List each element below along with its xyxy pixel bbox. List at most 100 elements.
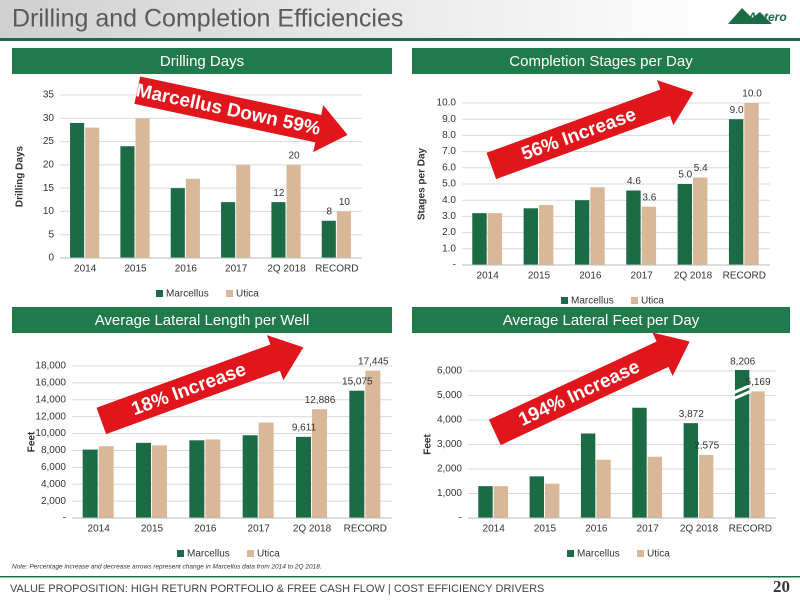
y-tick-label: 30	[43, 113, 55, 124]
legend-label: Utica	[647, 549, 670, 560]
bar	[321, 220, 336, 258]
y-tick-label: 25	[43, 136, 55, 147]
x-tick-label: 2016	[585, 524, 608, 535]
bar	[242, 435, 258, 518]
plot-area	[70, 118, 351, 258]
bar	[120, 146, 135, 258]
y-tick-label: -	[63, 513, 66, 524]
legend-label: Marcellus	[187, 549, 230, 560]
bar	[590, 187, 605, 265]
x-tick-label: 2016	[175, 264, 198, 275]
x-tick-label: 2Q 2018	[674, 271, 713, 282]
bar	[170, 188, 185, 258]
y-tick-label: 4,000	[41, 479, 66, 490]
x-tick-label: 2014	[74, 264, 97, 275]
data-label: 10.0	[742, 89, 762, 100]
data-label: 9.0	[730, 105, 744, 116]
data-label: 10	[339, 197, 351, 208]
data-label: 4.6	[627, 176, 641, 187]
legend-swatch	[177, 550, 184, 557]
x-tick-label: RECORD	[723, 271, 766, 282]
y-tick-label: 0	[48, 253, 54, 264]
data-label: 2,575	[694, 441, 719, 452]
bar	[258, 422, 274, 518]
y-tick-label: 5.0	[442, 179, 456, 190]
x-tick-label: RECORD	[729, 524, 772, 535]
legend-swatch	[561, 297, 568, 304]
bar	[185, 178, 200, 258]
legend-label: Marcellus	[571, 296, 614, 307]
data-label: 8	[327, 206, 333, 217]
bar	[641, 206, 657, 265]
y-tick-label: 35	[43, 90, 55, 101]
y-tick-label: 9.0	[442, 114, 456, 125]
bar	[365, 370, 381, 518]
y-tick-label: 16,000	[35, 378, 66, 389]
legend-swatch	[631, 297, 638, 304]
x-tick-label: 2Q 2018	[293, 524, 332, 535]
y-tick-label: 7.0	[442, 146, 456, 157]
bar	[734, 370, 750, 518]
section-heading-bg	[12, 48, 392, 74]
footer-text: VALUE PROPOSITION: HIGH RETURN PORTFOLIO…	[10, 583, 544, 595]
x-tick-label: 2017	[637, 524, 660, 535]
bar	[493, 486, 509, 518]
plot-area	[478, 370, 765, 518]
bar	[205, 439, 221, 518]
x-tick-label: 2Q 2018	[680, 524, 719, 535]
x-tick-label: 2015	[528, 271, 551, 282]
bar	[647, 456, 663, 518]
y-tick-label: 5	[48, 229, 54, 240]
bar	[296, 436, 311, 518]
plot-area	[472, 103, 759, 265]
bar	[221, 202, 236, 258]
bar	[580, 433, 596, 518]
x-tick-label: 2Q 2018	[267, 264, 306, 275]
bar	[271, 202, 286, 258]
data-label: 9,611	[292, 422, 317, 433]
arrow-shape	[134, 76, 348, 153]
y-tick-label: 12,000	[35, 411, 66, 422]
y-tick-label: 3,000	[437, 439, 462, 450]
y-tick-label: 4,000	[437, 415, 462, 426]
legend-label: Utica	[257, 549, 280, 560]
x-tick-label: RECORD	[344, 524, 387, 535]
bar	[693, 177, 708, 265]
bar	[523, 208, 538, 265]
bar	[683, 423, 698, 518]
bar	[472, 213, 487, 265]
bar	[98, 446, 114, 518]
y-axis-label: Feet	[27, 431, 38, 452]
section-heading: Drilling Days	[160, 53, 244, 70]
x-tick-label: 2015	[534, 524, 557, 535]
y-tick-label: 3.0	[442, 211, 456, 222]
x-tick-label: 2017	[225, 264, 248, 275]
x-tick-label: 2014	[477, 271, 500, 282]
data-label: 3.6	[642, 192, 656, 203]
bar	[728, 119, 744, 265]
axis-break	[732, 389, 752, 401]
bar	[349, 390, 365, 518]
plot-area	[82, 370, 381, 518]
bar	[539, 205, 554, 265]
x-tick-label: 2015	[141, 524, 164, 535]
data-label: 5.0	[678, 170, 692, 181]
section-heading-bg	[412, 307, 790, 333]
x-tick-label: RECORD	[315, 264, 358, 275]
y-axis-label: Stages per Day	[417, 147, 428, 220]
legend-label: Marcellus	[577, 549, 620, 560]
legend-label: Utica	[641, 296, 664, 307]
y-tick-label: 6,000	[41, 462, 66, 473]
bar	[529, 476, 544, 518]
y-tick-label: 6.0	[442, 162, 456, 173]
bar	[596, 459, 611, 518]
y-tick-label: 8.0	[442, 130, 456, 141]
section-heading: Average Lateral Length per Well	[95, 312, 310, 329]
section-heading: Average Lateral Feet per Day	[503, 312, 700, 329]
y-tick-label: 6,000	[437, 366, 462, 377]
note: Note: Percentage increase and decrease a…	[12, 564, 322, 571]
y-tick-label: 10,000	[35, 428, 66, 439]
bar	[189, 440, 205, 518]
bar	[744, 103, 759, 265]
